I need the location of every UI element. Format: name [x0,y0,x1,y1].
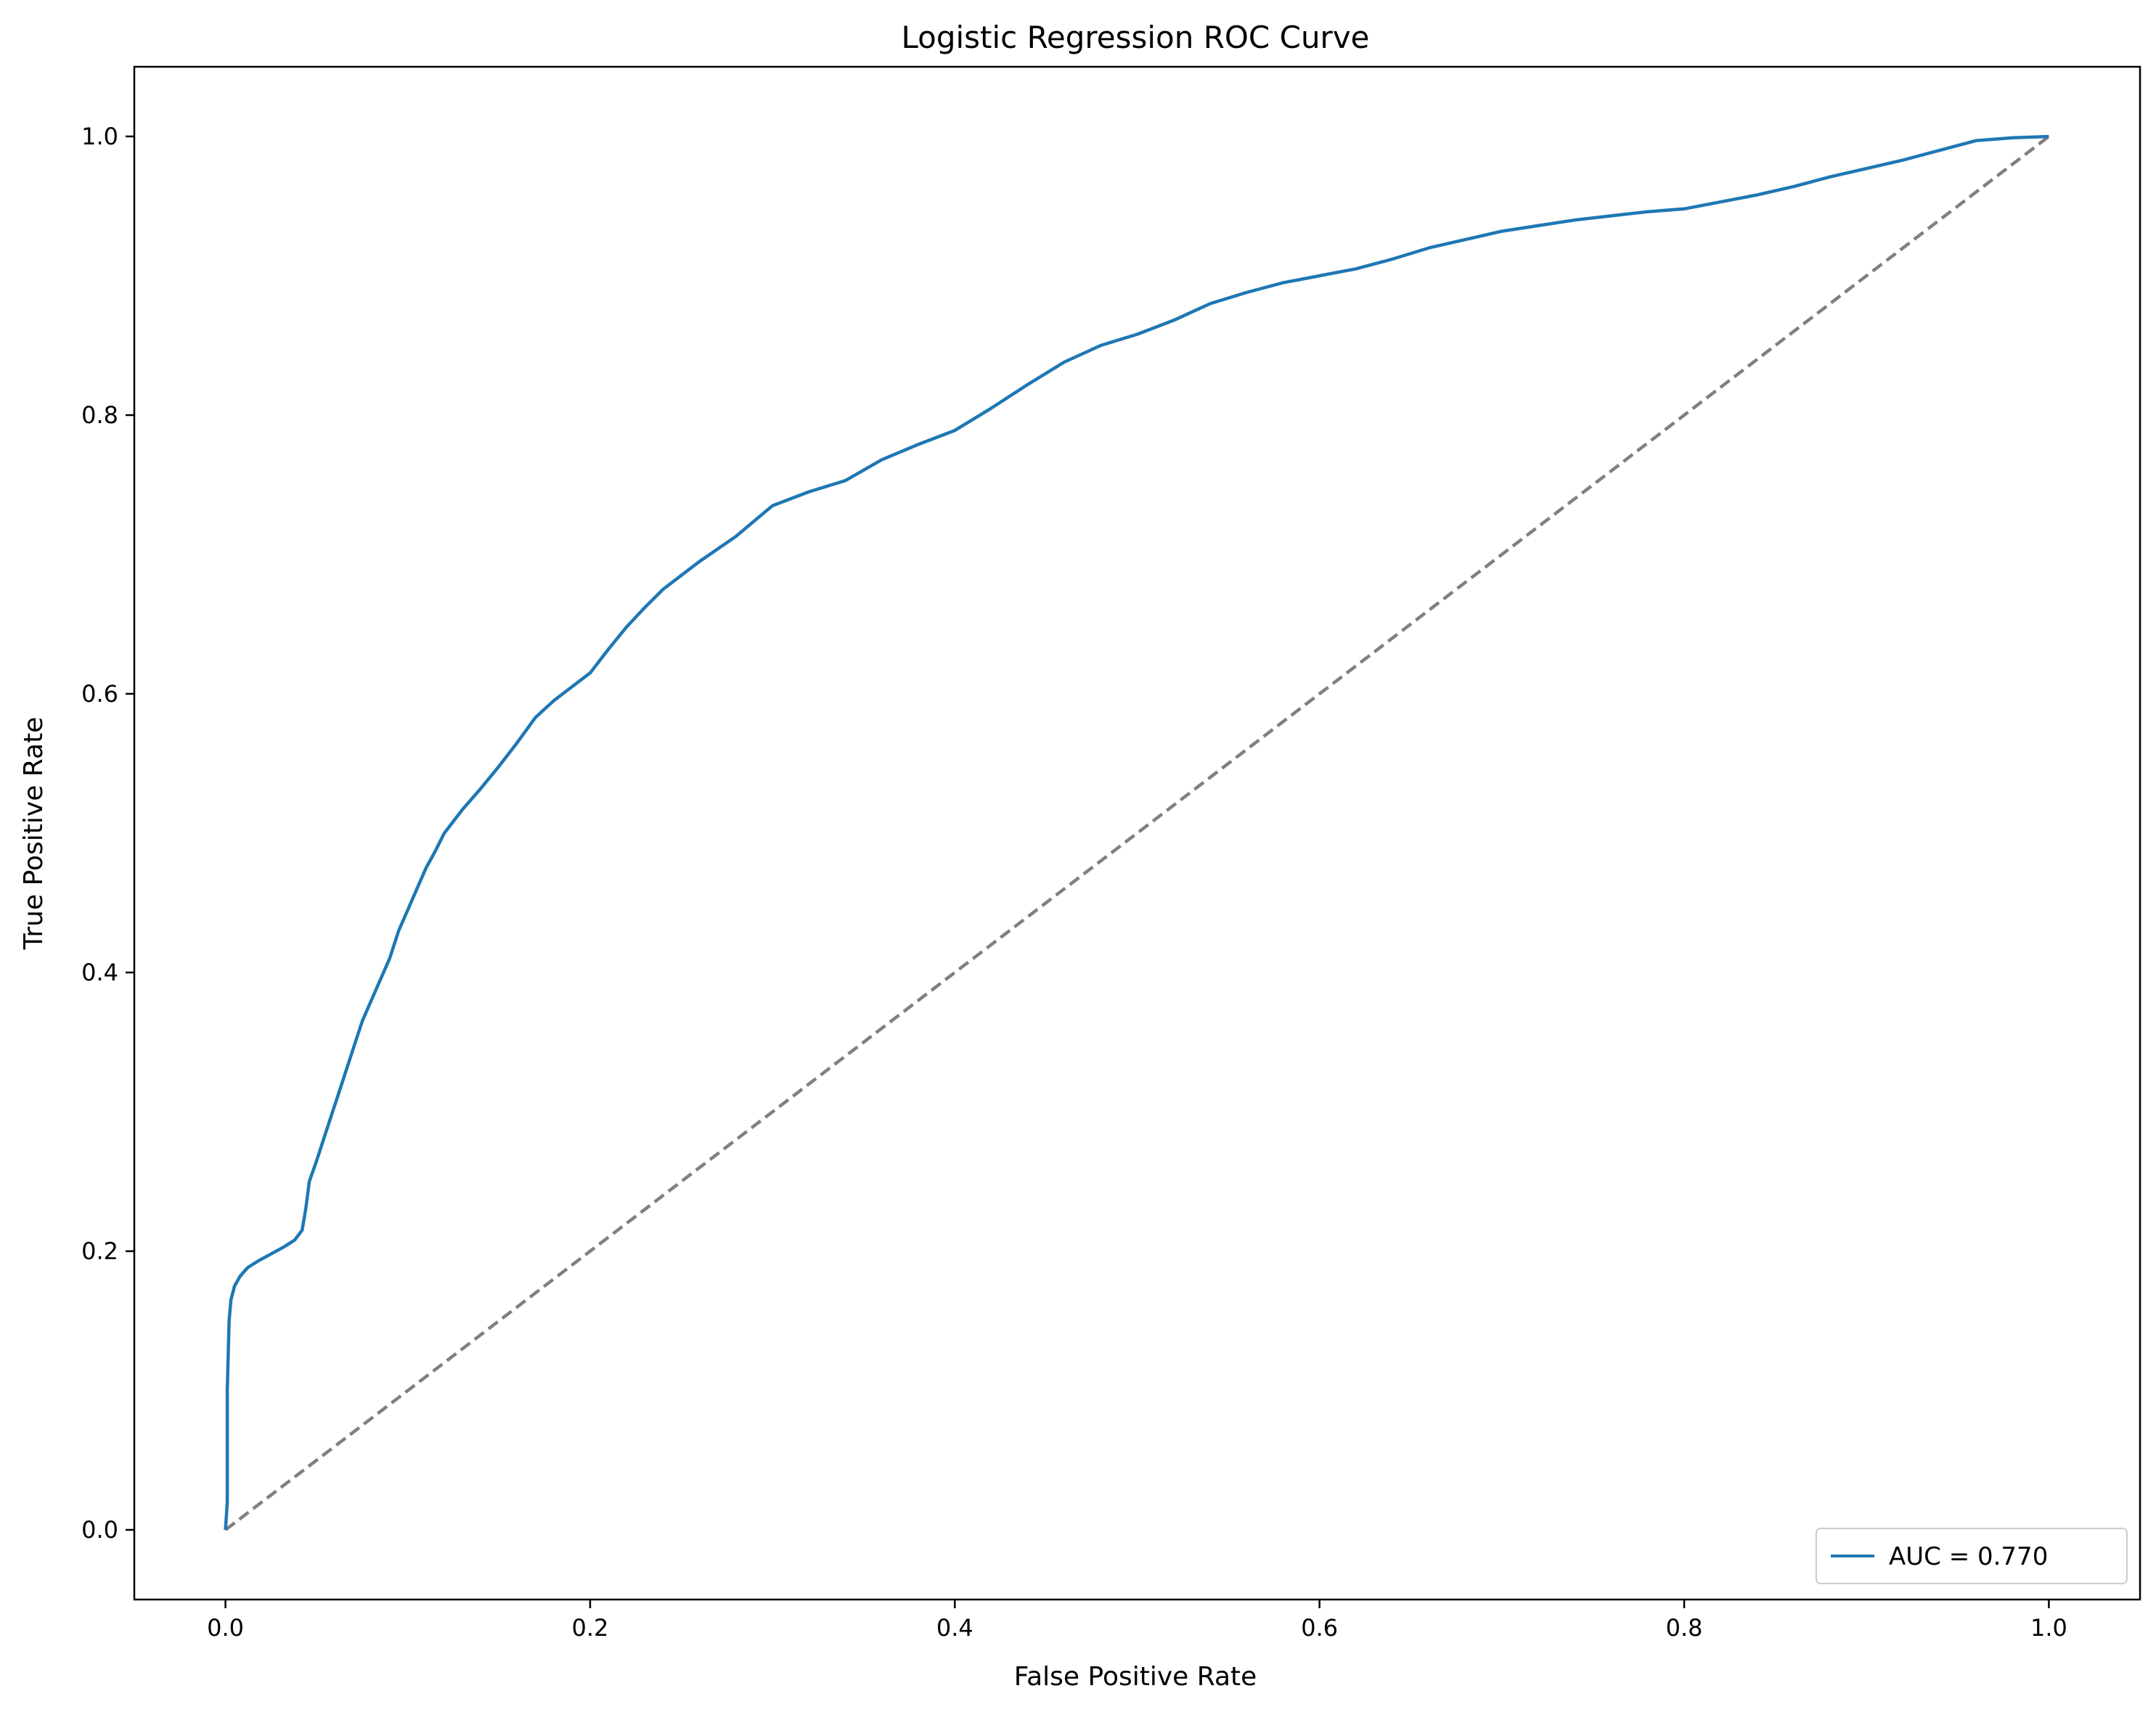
x-tick-label: 0.4 [936,1614,973,1642]
x-tick-label: 0.2 [572,1614,609,1642]
legend-entry-label: AUC = 0.770 [1889,1542,2048,1571]
y-tick-label: 0.8 [81,401,118,429]
y-tick-label: 0.6 [81,680,118,708]
series-layer [224,134,2050,1531]
x-tick-label: 0.6 [1301,1614,1338,1642]
chance-diagonal-line [224,135,2050,1531]
roc-curve-line [224,134,2049,1531]
y-tick-label: 0.2 [81,1237,118,1265]
y-tick-label: 1.0 [81,123,118,150]
legend-box [1816,1528,2128,1584]
x-tick-label: 1.0 [2030,1614,2067,1642]
legend: AUC = 0.770 [1816,1528,2128,1584]
x-tick-label: 0.0 [207,1614,244,1642]
y-axis-ticks: 0.0 0.2 0.4 0.6 0.8 1.0 [81,123,134,1544]
y-tick-label: 0.4 [81,959,118,986]
x-axis-label: False Positive Rate [1014,1662,1257,1692]
chart-title: Logistic Regression ROC Curve [901,20,1369,55]
x-tick-label: 0.8 [1666,1614,1703,1642]
y-axis-label: True Positive Rate [19,717,49,951]
y-tick-label: 0.0 [81,1516,118,1544]
x-axis-ticks: 0.0 0.2 0.4 0.6 0.8 1.0 [207,1600,2067,1642]
plot-area-frame [133,65,2141,1601]
